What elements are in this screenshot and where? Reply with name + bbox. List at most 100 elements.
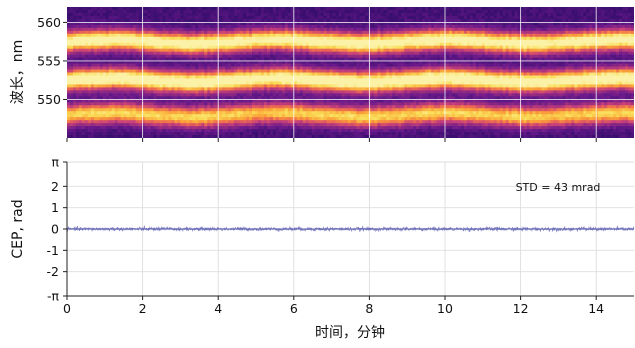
heatmap-cell	[147, 18, 152, 23]
heatmap-cell	[275, 99, 280, 103]
heatmap-cell	[126, 54, 131, 59]
heatmap-cell	[335, 15, 340, 20]
heatmap-cell	[269, 51, 274, 56]
heatmap-cell	[207, 27, 211, 32]
heatmap-cell	[243, 90, 247, 94]
heatmap-cell	[401, 84, 405, 88]
heatmap-cell	[353, 108, 358, 112]
heatmap-cell	[257, 30, 262, 35]
heatmap-cell	[195, 117, 199, 121]
heatmap-cell	[314, 54, 319, 59]
heatmap-cell	[228, 123, 232, 127]
heatmap-cell	[260, 90, 265, 94]
heatmap-cell	[126, 102, 131, 106]
heatmap-cell	[90, 111, 95, 115]
heatmap-cell	[93, 24, 98, 29]
heatmap-cell	[341, 114, 346, 118]
heatmap-cell	[96, 48, 101, 53]
heatmap-cell	[305, 54, 310, 59]
heatmap-cell	[69, 84, 74, 88]
heatmap-cell	[150, 90, 155, 94]
heatmap-cell	[237, 54, 241, 59]
heatmap-cell	[237, 135, 241, 138]
heatmap-cell	[135, 81, 140, 86]
heatmap-cell	[78, 114, 83, 118]
heatmap-cell	[210, 63, 214, 68]
heatmap-cell	[123, 9, 128, 14]
heatmap-cell	[147, 81, 152, 86]
heatmap-cell	[153, 42, 158, 47]
heatmap-cell	[299, 60, 304, 65]
heatmap-cell	[392, 63, 396, 68]
heatmap-cell	[314, 15, 319, 20]
heatmap-cell	[87, 45, 92, 50]
heatmap-cell	[159, 69, 164, 74]
heatmap-cell	[72, 27, 77, 32]
heatmap-cell	[305, 48, 310, 53]
heatmap-cell	[269, 93, 274, 97]
heatmap-cell	[159, 21, 164, 26]
heatmap-cell	[329, 63, 334, 68]
heatmap-cell	[389, 132, 393, 136]
heatmap-cell	[84, 63, 89, 68]
heatmap-cell	[246, 24, 250, 29]
heatmap-cell	[198, 111, 202, 115]
heatmap-cell	[126, 111, 131, 115]
heatmap-cell	[368, 117, 372, 121]
heatmap-cell	[72, 72, 77, 77]
heatmap-cell	[353, 93, 358, 97]
heatmap-cell	[314, 99, 319, 103]
heatmap-cell	[192, 18, 196, 23]
heatmap-cell	[260, 75, 265, 80]
heatmap-cell	[344, 42, 349, 47]
heatmap-cell	[102, 66, 107, 71]
heatmap-cell	[153, 24, 158, 29]
heatmap-cell	[141, 15, 146, 20]
heatmap-cell	[171, 111, 176, 115]
heatmap-cell	[269, 99, 274, 103]
heatmap-cell	[96, 51, 101, 56]
heatmap-cell	[344, 129, 349, 133]
heatmap-cell	[401, 111, 405, 115]
heatmap-cell	[371, 111, 375, 115]
heatmap-cell	[359, 93, 364, 97]
heatmap-cell	[323, 99, 328, 103]
heatmap-cell	[162, 30, 167, 35]
heatmap-cell	[219, 69, 223, 74]
heatmap-cell	[401, 114, 405, 118]
heatmap-cell	[356, 81, 361, 86]
heatmap-cell	[257, 15, 262, 20]
heatmap-cell	[314, 12, 319, 17]
heatmap-cell	[84, 96, 89, 100]
heatmap-cell	[320, 45, 325, 50]
heatmap-cell	[389, 78, 393, 83]
heatmap-cell	[234, 72, 238, 77]
heatmap-cell	[174, 18, 179, 23]
heatmap-cell	[180, 15, 184, 20]
heatmap-cell	[296, 117, 301, 121]
heatmap-cell	[392, 75, 396, 80]
heatmap-cell	[293, 78, 298, 83]
heatmap-cell	[78, 57, 83, 62]
heatmap-cell	[186, 96, 190, 100]
heatmap-cell	[371, 48, 375, 53]
heatmap-cell	[198, 63, 202, 68]
heatmap-cell	[234, 60, 238, 65]
heatmap-cell	[72, 126, 77, 130]
heatmap-cell	[126, 69, 131, 74]
heatmap-cell	[365, 123, 369, 127]
heatmap-cell	[126, 135, 131, 138]
heatmap-cell	[293, 117, 298, 121]
heatmap-cell	[201, 30, 205, 35]
heatmap-cell	[153, 87, 158, 91]
heatmap-cell	[102, 15, 107, 20]
heatmap-cell	[123, 27, 128, 32]
heatmap-cell	[377, 27, 381, 32]
heatmap-cell	[353, 60, 358, 65]
heatmap-cell	[311, 7, 316, 11]
heatmap-cell	[234, 54, 238, 59]
heatmap-cell	[284, 45, 289, 50]
heatmap-cell	[266, 39, 271, 44]
heatmap-cell	[201, 99, 205, 103]
heatmap-cell	[69, 51, 74, 56]
